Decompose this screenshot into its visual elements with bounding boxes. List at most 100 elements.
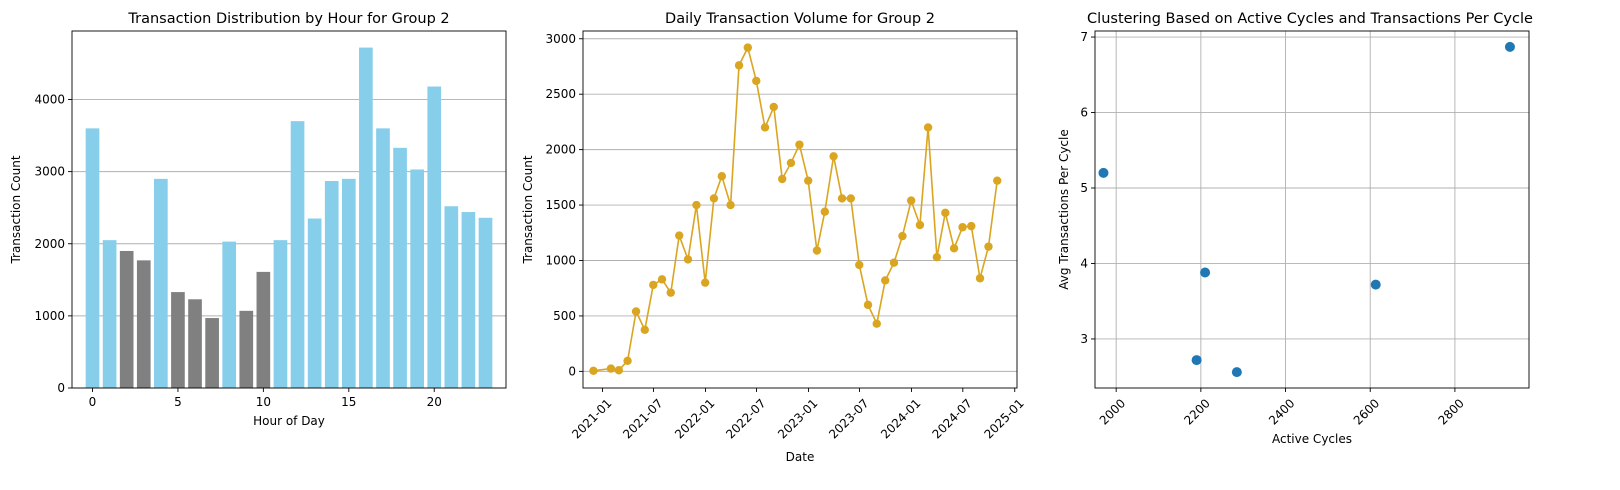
data-point (812, 246, 822, 255)
data-point (614, 366, 624, 375)
bar-hour-4 (154, 178, 168, 388)
y-axis-label: Transaction Count (521, 155, 535, 264)
x-tick-label: 15 (341, 395, 356, 409)
x-tick-label: 2025-01 (981, 396, 1026, 441)
x-axis-label: Date (786, 450, 815, 464)
data-point (975, 274, 985, 283)
data-point (683, 255, 693, 264)
data-point (717, 172, 727, 181)
bar-hour-13 (307, 218, 322, 388)
bar-hour-14 (324, 181, 339, 388)
scatter-point (1231, 367, 1242, 378)
x-tick-label: 2021-01 (569, 396, 614, 441)
series-line (593, 46, 998, 372)
data-point (700, 278, 710, 287)
data-point (941, 208, 950, 218)
plot-frame (71, 30, 507, 389)
scatter-point (1200, 267, 1211, 278)
y-axis-label: Transaction Count (9, 155, 23, 264)
y-tick-label: 6 (1080, 106, 1088, 120)
bar-hour-10 (256, 271, 271, 388)
data-point (769, 102, 778, 112)
y-tick-label: 2000 (34, 237, 65, 251)
bar-hour-19 (410, 169, 424, 388)
bar-hour-23 (478, 217, 493, 388)
y-tick-label: 3000 (545, 32, 576, 46)
data-point (743, 43, 752, 52)
data-point (829, 152, 838, 161)
y-tick-label: 1000 (34, 309, 65, 323)
bar-hour-7 (205, 318, 219, 388)
y-tick-label: 1500 (545, 198, 576, 212)
data-point (786, 158, 796, 168)
data-point (906, 196, 916, 205)
x-tick-label: 2022-07 (723, 396, 768, 441)
data-point (898, 231, 907, 241)
scatter-point (1098, 167, 1109, 178)
data-point (958, 223, 967, 232)
data-point (649, 280, 658, 290)
data-point (589, 366, 598, 376)
x-tick-label: 2200 (1181, 396, 1212, 427)
data-point (932, 252, 942, 262)
bar-hour-12 (290, 121, 305, 388)
x-tick-label: 2022-01 (672, 396, 717, 441)
bar-hour-8 (222, 241, 237, 388)
data-point (640, 325, 649, 334)
bar-hour-3 (136, 260, 151, 388)
x-tick-label: 20 (427, 395, 442, 409)
x-tick-label: 2600 (1351, 396, 1382, 427)
data-point (631, 307, 641, 316)
bar-hour-17 (376, 128, 390, 388)
data-point (820, 207, 830, 216)
bar-hour-2 (119, 250, 134, 388)
data-point (993, 176, 1002, 185)
y-tick-label: 1000 (545, 254, 576, 268)
y-tick-label: 500 (553, 309, 576, 323)
y-tick-label: 0 (57, 381, 65, 395)
y-tick-label: 2500 (545, 87, 576, 101)
data-point (855, 260, 864, 270)
x-tick-label: 10 (256, 395, 271, 409)
x-tick-label: 2023-01 (775, 396, 820, 441)
bar-hour-16 (359, 47, 373, 388)
bar-hour-9 (239, 310, 254, 388)
data-point (923, 123, 933, 132)
bar-hour-6 (188, 299, 202, 388)
scatter-point (1191, 355, 1202, 366)
x-tick-label: 2000 (1097, 396, 1128, 427)
data-point (863, 300, 873, 310)
y-tick-label: 4000 (34, 93, 65, 107)
bar-hour-21 (444, 206, 459, 388)
y-tick-label: 5 (1080, 181, 1088, 195)
data-point (675, 231, 684, 240)
x-axis-label: Active Cycles (1272, 432, 1352, 446)
y-tick-label: 2000 (545, 143, 576, 157)
x-tick-label: 2400 (1266, 396, 1297, 427)
data-point (752, 76, 761, 86)
data-point (803, 176, 813, 185)
data-point (666, 288, 675, 297)
y-tick-label: 3 (1080, 332, 1088, 346)
bar-hour-15 (341, 178, 356, 388)
plot-frame (582, 30, 1018, 389)
data-point (709, 194, 719, 203)
scatter-point (1504, 41, 1515, 52)
data-point (795, 140, 804, 149)
bar-hour-1 (102, 240, 117, 388)
chart-title: Transaction Distribution by Hour for Gro… (127, 11, 449, 27)
bar-hour-11 (273, 240, 288, 388)
data-point (967, 221, 976, 231)
y-tick-label: 3000 (34, 165, 65, 179)
data-point (726, 200, 735, 210)
x-tick-label: 2021-07 (620, 396, 665, 441)
y-axis-label: Avg Transactions Per Cycle (1057, 129, 1071, 290)
x-axis-label: Hour of Day (253, 414, 325, 428)
data-point (606, 364, 616, 373)
data-point (949, 244, 959, 253)
bar-hour-20 (427, 86, 442, 389)
chart-title: Daily Transaction Volume for Group 2 (665, 11, 935, 27)
daily-line-chart: Daily Transaction Volume for Group 2 0 50… (521, 11, 1027, 464)
x-tick-label: 0 (89, 395, 97, 409)
